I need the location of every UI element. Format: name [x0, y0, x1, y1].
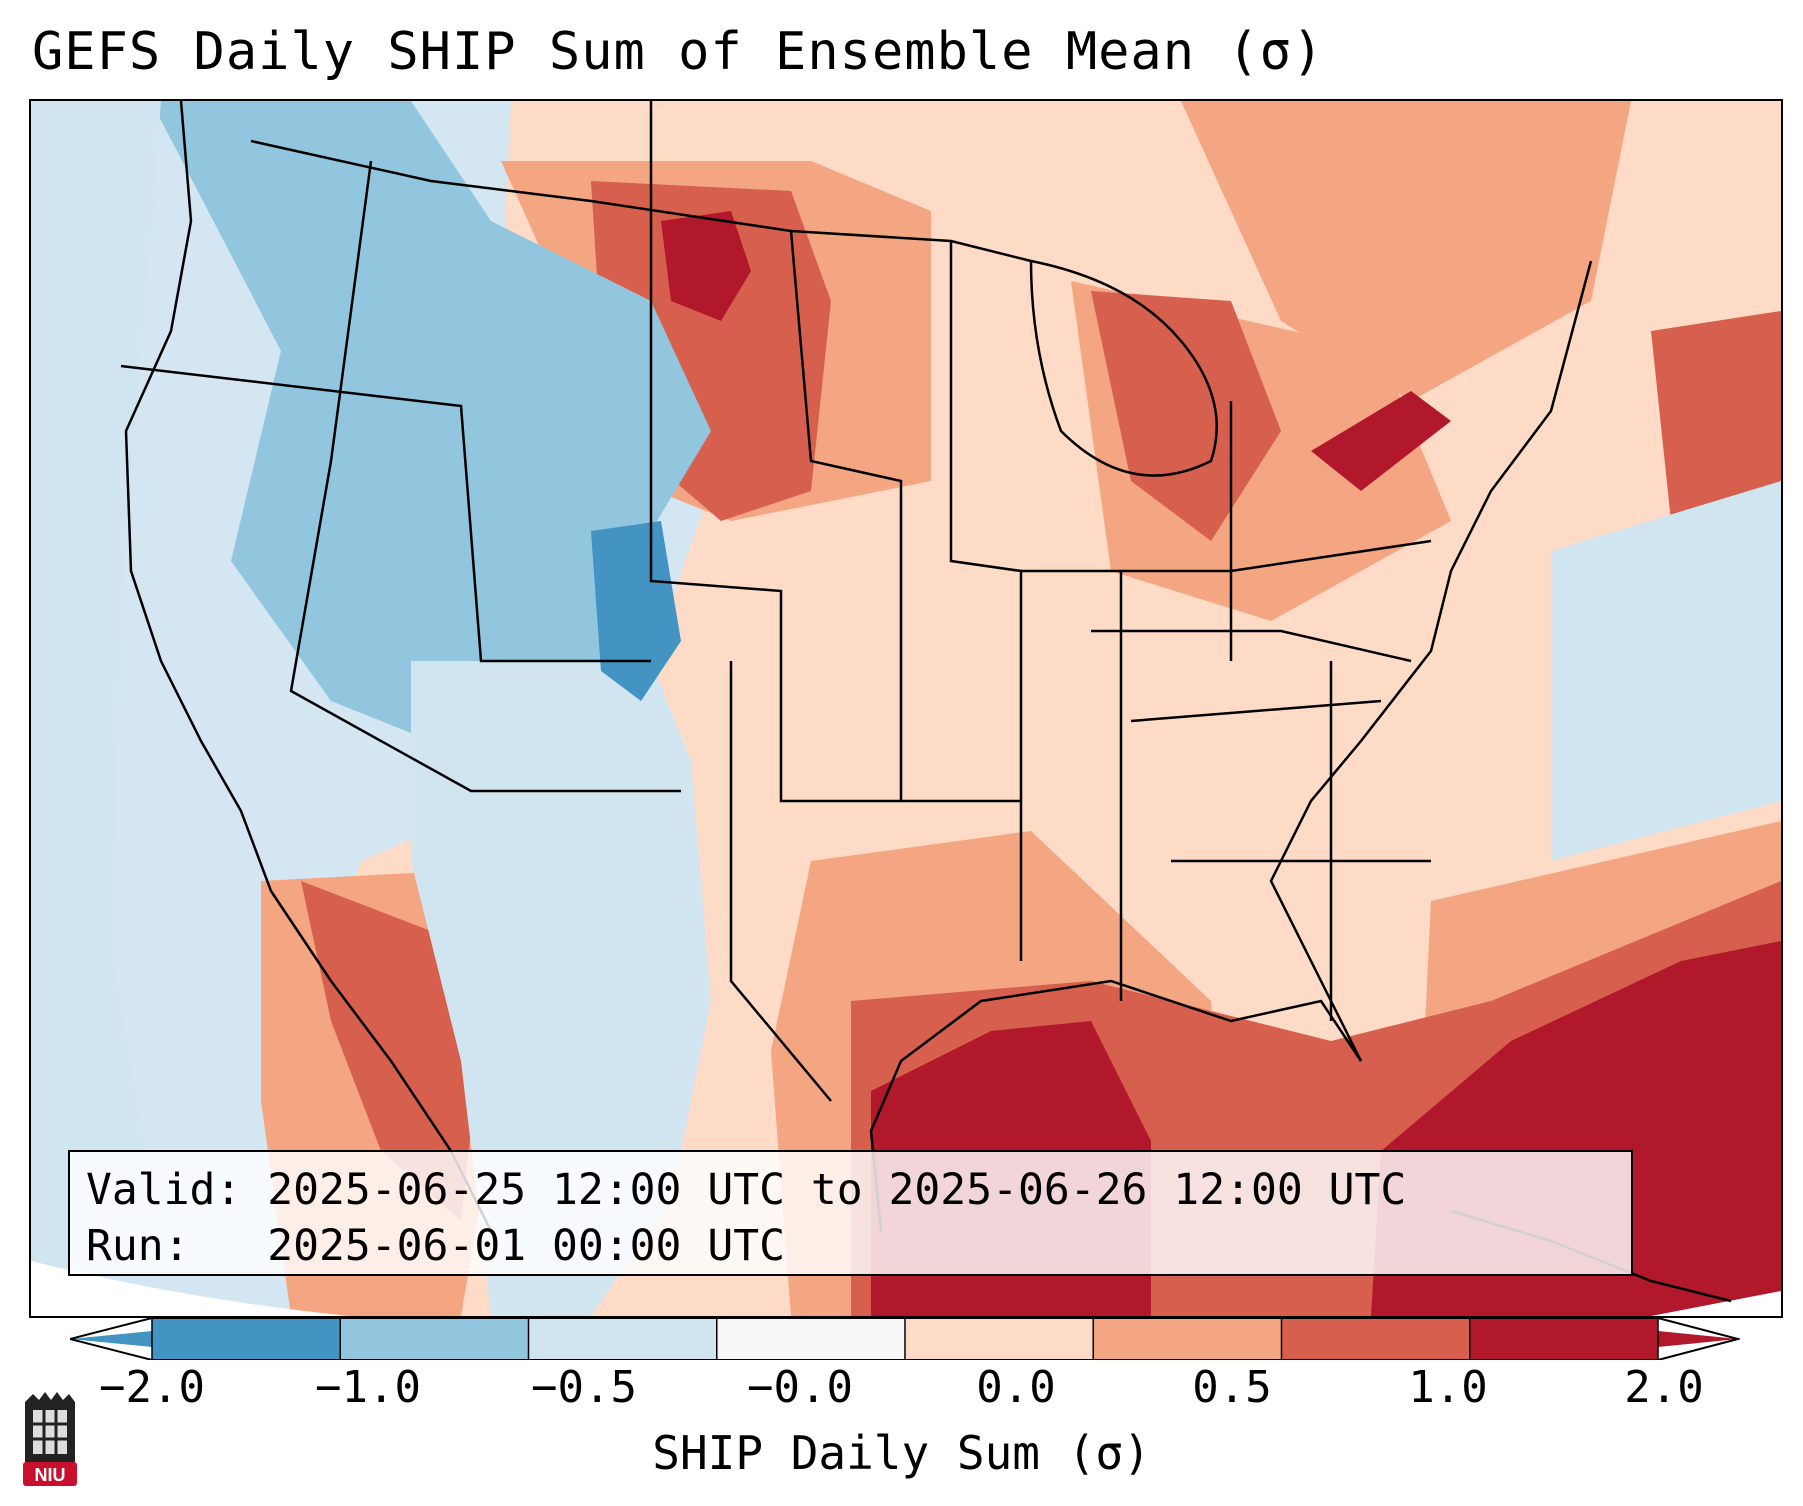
gulf-coast [869, 979, 1363, 1232]
colorbar-segment [1093, 1318, 1282, 1360]
atlantic-slight-negative [1551, 481, 1781, 861]
run-time-line: Run: 2025-06-01 00:00 UTC [86, 1221, 785, 1271]
no-data-edge-right [1651, 1291, 1781, 1316]
extreme-positive-lake-erie [1311, 391, 1451, 491]
colorbar-tick-label: 0.5 [1192, 1362, 1272, 1413]
colorbar-segment [152, 1318, 341, 1360]
colorbar-segment [1281, 1318, 1471, 1360]
negative-anomaly-core [591, 521, 681, 701]
state-line-7 [1091, 629, 1412, 663]
state-line-5 [949, 241, 1023, 961]
chart-title: GEFS Daily SHIP Sum of Ensemble Mean (σ) [32, 22, 1325, 82]
state-line-13 [729, 661, 832, 1102]
valid-time-line: Valid: 2025-06-25 12:00 UTC to 2025-06-2… [86, 1165, 1407, 1215]
colorbar [70, 1318, 1740, 1360]
strong-positive-new-england [1651, 311, 1781, 521]
moderate-positive-canada-east [1181, 101, 1631, 401]
state-line-1 [120, 364, 651, 663]
colorbar-segment [1469, 1318, 1659, 1360]
strong-positive-lakes [1091, 291, 1281, 541]
niu-logo-text: NIU [35, 1465, 66, 1485]
negative-anomaly-west [151, 101, 711, 761]
colorbar-segment [905, 1318, 1094, 1360]
valid-run-info-box: Valid: 2025-06-25 12:00 UTC to 2025-06-2… [68, 1150, 1633, 1276]
state-line-4 [789, 230, 903, 801]
great-lakes [1029, 259, 1218, 477]
us-west-coast [124, 101, 273, 892]
map-panel [29, 99, 1783, 1318]
colorbar-tick-label: −1.0 [315, 1362, 421, 1413]
east-coast [1269, 260, 1593, 1062]
colorbar-tick-label: 0.0 [976, 1362, 1056, 1413]
colorbar-extend-right [1658, 1331, 1738, 1347]
strong-positive-baja [301, 881, 481, 1221]
colorbar-segment [528, 1318, 718, 1360]
us-canada-border [250, 139, 1032, 263]
colorbar-extend-left [70, 1331, 152, 1347]
pacific-slight-negative [31, 101, 161, 1316]
colorbar-tick-label: −0.5 [531, 1362, 637, 1413]
colorbar-tick-label: 1.0 [1408, 1362, 1488, 1413]
map-svg [31, 101, 1781, 1316]
boundary-lines [120, 101, 1732, 1303]
colorbar-outline [70, 1318, 1740, 1360]
state-line-8 [1130, 699, 1382, 723]
colorbar-segment [340, 1318, 529, 1360]
state-line-2 [649, 101, 1021, 803]
colorbar-tick-label: 2.0 [1624, 1362, 1704, 1413]
extreme-positive-montana [661, 211, 751, 321]
colorbar-segment [716, 1318, 906, 1360]
colorbar-label: SHIP Daily Sum (σ) [652, 1426, 1151, 1480]
no-data-edge [31, 1261, 931, 1316]
niu-logo: NIU [23, 1392, 77, 1486]
colorbar-tick-label: −0.0 [747, 1362, 853, 1413]
state-line-3 [289, 160, 681, 793]
colorbar-segments [152, 1318, 1659, 1360]
colorbar-tick-label: −2.0 [99, 1362, 205, 1413]
